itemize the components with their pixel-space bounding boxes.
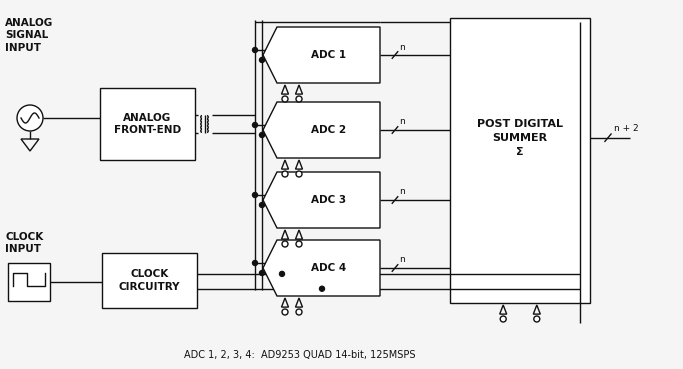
Bar — [102, 253, 197, 308]
Circle shape — [296, 309, 302, 315]
Circle shape — [279, 272, 285, 276]
Circle shape — [500, 316, 506, 322]
Text: ANALOG
SIGNAL
INPUT: ANALOG SIGNAL INPUT — [5, 18, 53, 53]
Text: n: n — [399, 42, 405, 52]
Circle shape — [282, 96, 288, 102]
Circle shape — [17, 105, 43, 131]
Text: n: n — [399, 117, 405, 127]
Circle shape — [282, 309, 288, 315]
Circle shape — [534, 316, 540, 322]
Circle shape — [260, 203, 264, 207]
Text: ADC 4: ADC 4 — [311, 263, 346, 273]
Polygon shape — [263, 27, 380, 83]
Text: CLOCK
INPUT: CLOCK INPUT — [5, 232, 43, 254]
Circle shape — [253, 48, 257, 52]
Circle shape — [260, 270, 264, 276]
Text: ADC 2: ADC 2 — [311, 125, 346, 135]
Circle shape — [260, 58, 264, 62]
Circle shape — [320, 286, 324, 291]
Polygon shape — [263, 240, 380, 296]
Circle shape — [253, 193, 257, 197]
Bar — [450, 18, 590, 303]
Text: ADC 1, 2, 3, 4:  AD9253 QUAD 14-bit, 125MSPS: ADC 1, 2, 3, 4: AD9253 QUAD 14-bit, 125M… — [184, 350, 416, 360]
Bar — [100, 88, 195, 160]
Circle shape — [282, 241, 288, 247]
Text: POST DIGITAL
SUMMER
Σ: POST DIGITAL SUMMER Σ — [477, 119, 563, 157]
Circle shape — [296, 241, 302, 247]
Circle shape — [253, 261, 257, 266]
Text: CLOCK
CIRCUITRY: CLOCK CIRCUITRY — [119, 269, 180, 292]
Text: n: n — [399, 255, 405, 265]
Circle shape — [282, 171, 288, 177]
Circle shape — [260, 132, 264, 138]
Text: ADC 1: ADC 1 — [311, 50, 346, 60]
Polygon shape — [263, 172, 380, 228]
Circle shape — [296, 171, 302, 177]
Circle shape — [296, 96, 302, 102]
Bar — [8, 263, 50, 301]
Polygon shape — [263, 102, 380, 158]
Text: n: n — [399, 187, 405, 197]
Text: n + 2: n + 2 — [614, 124, 639, 133]
Circle shape — [253, 123, 257, 128]
Text: ADC 3: ADC 3 — [311, 195, 346, 205]
Text: ANALOG
FRONT-END: ANALOG FRONT-END — [114, 113, 181, 135]
